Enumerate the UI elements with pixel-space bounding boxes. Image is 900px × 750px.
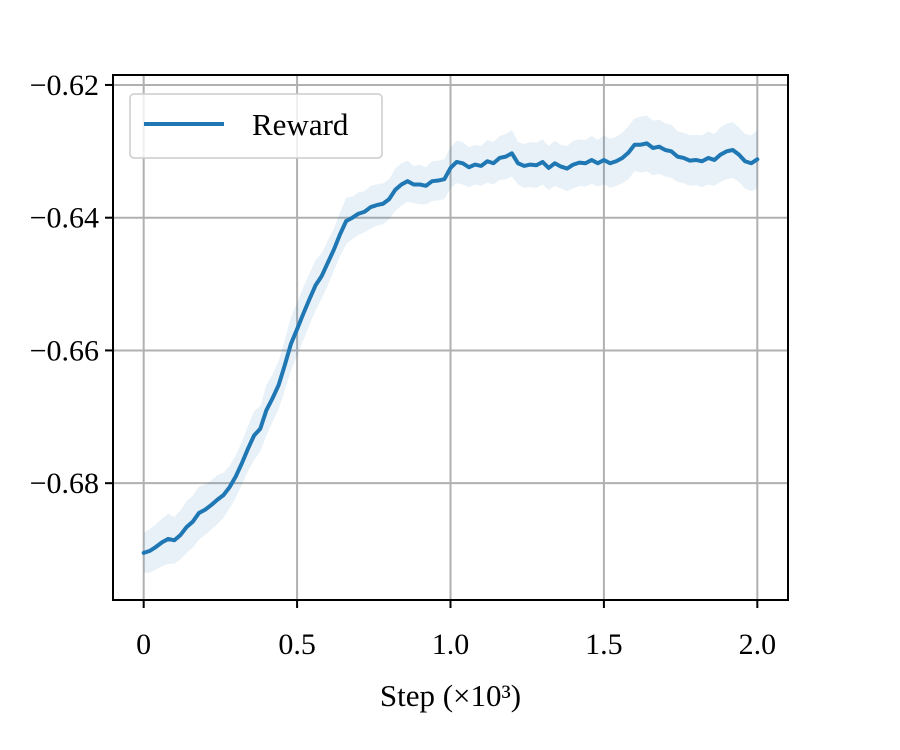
series-line-layer — [141, 141, 760, 555]
y-tick-label-1: −0.64 — [30, 202, 99, 235]
x-tick-label-0: 0 — [136, 628, 151, 661]
y-tick-label-0: −0.62 — [30, 69, 99, 102]
legend-label-reward: Reward — [252, 107, 349, 142]
y-tick-label-2: −0.66 — [30, 334, 99, 367]
legend-box — [129, 93, 383, 159]
x-tick-label-1: 0.5 — [278, 628, 316, 661]
x-tick-labels: 0 0.5 1.0 1.5 2.0 — [136, 628, 776, 661]
legend: Reward — [129, 93, 383, 159]
y-tick-labels: −0.62 −0.64 −0.66 −0.68 — [30, 69, 99, 500]
grid-lines — [113, 75, 788, 600]
x-tick-label-4: 2.0 — [739, 628, 777, 661]
x-axis-label: Step (×10³) — [380, 678, 521, 713]
axis-ticks — [105, 83, 759, 608]
y-tick-label-3: −0.68 — [30, 467, 99, 500]
x-tick-label-3: 1.5 — [585, 628, 623, 661]
reward-series-line — [141, 141, 760, 555]
x-tick-label-2: 1.0 — [432, 628, 470, 661]
